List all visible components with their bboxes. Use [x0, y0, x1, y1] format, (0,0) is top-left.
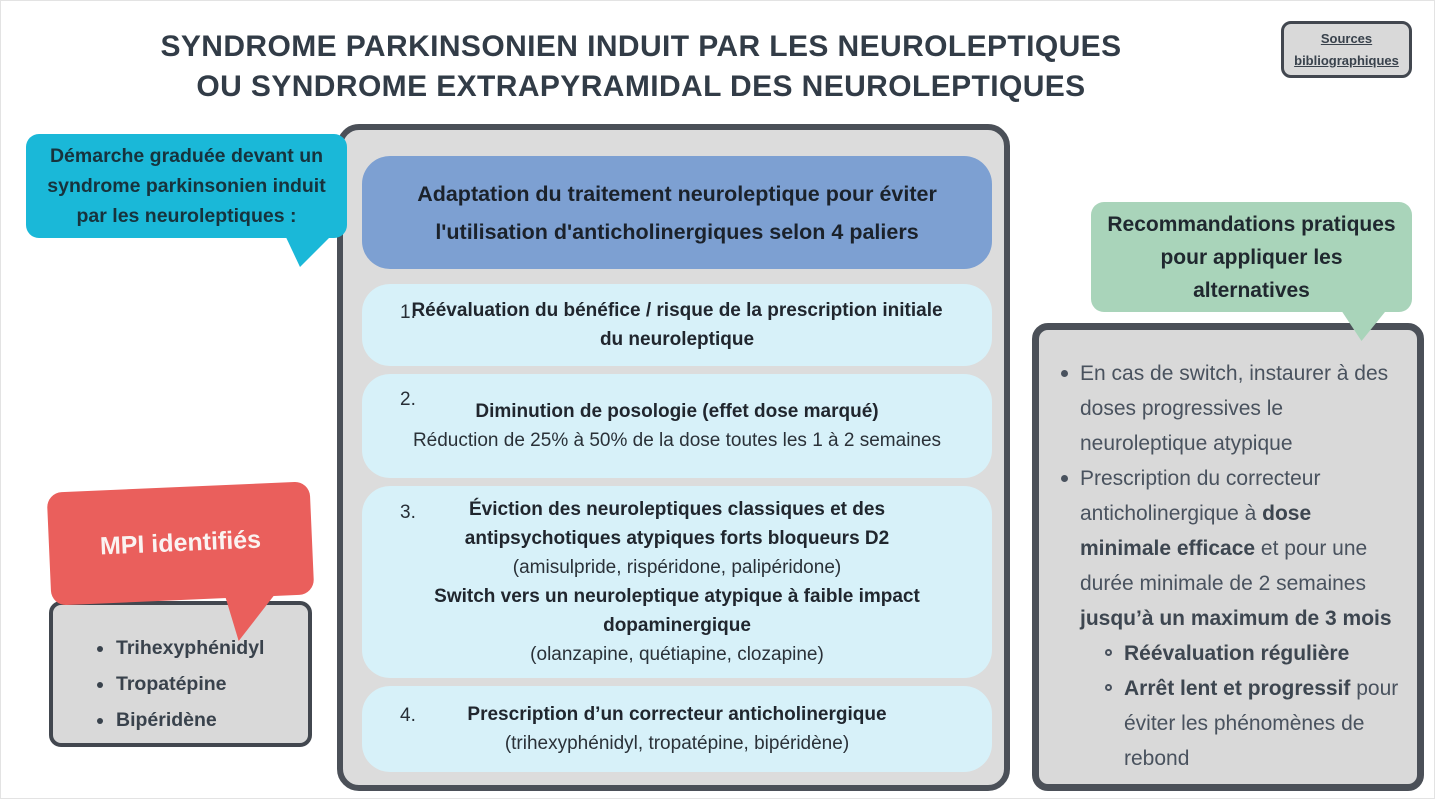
recommendation-sub-item: Réévaluation régulière — [1061, 636, 1403, 671]
recommendation-sub-item-text: Réévaluation régulière — [1124, 642, 1350, 665]
step-2-number: 2. — [400, 389, 416, 410]
step-1-number: 1. — [400, 302, 416, 323]
page-title: SYNDROME PARKINSONIEN INDUIT PAR LES NEU… — [1, 27, 1281, 107]
recommendations-speech-bubble-text: Recommandations pratiques pour appliquer… — [1107, 212, 1396, 302]
mpi-list-item: Tropatépine — [97, 673, 308, 696]
step-2-text: Diminution de posologie (effet dose marq… — [412, 401, 942, 451]
recommendation-item: Prescription du correcteur anticholinerg… — [1061, 461, 1403, 636]
recommendations-speech-bubble: Recommandations pratiques pour appliquer… — [1091, 202, 1412, 341]
mpi-speech-bubble-text: MPI identifiés — [99, 525, 262, 561]
recommendation-sub-item-text: Arrêt lent et progressif pour éviter les… — [1124, 677, 1399, 770]
demarche-speech-bubble: Démarche graduée devant un syndrome park… — [26, 134, 347, 267]
mpi-list-item: Trihexyphénidyl — [97, 637, 308, 660]
mpi-list-item: Bipéridène — [97, 709, 308, 732]
step-1-reevaluation: 1. Réévaluation du bénéfice / risque de … — [362, 284, 992, 366]
step-4-number: 4. — [400, 705, 416, 726]
recommendation-item-text: Prescription du correcteur anticholinerg… — [1080, 467, 1392, 630]
page-title-line1: SYNDROME PARKINSONIEN INDUIT PAR LES NEU… — [160, 30, 1122, 63]
adaptation-panel: Adaptation du traitement neuroleptique p… — [337, 124, 1010, 791]
demarche-bubble-tail — [284, 233, 334, 267]
step-3-number: 3. — [400, 502, 416, 523]
step-1-text: Réévaluation du bénéfice / risque de la … — [411, 300, 943, 350]
recommendation-item-text: En cas de switch, instaurer à des doses … — [1080, 362, 1389, 455]
demarche-speech-bubble-text: Démarche graduée devant un syndrome park… — [47, 145, 326, 227]
adaptation-panel-header: Adaptation du traitement neuroleptique p… — [362, 156, 992, 269]
recommendation-item: En cas de switch, instaurer à des doses … — [1061, 356, 1403, 461]
step-3-text: Éviction des neuroleptiques classiques e… — [434, 499, 920, 665]
bullet-icon — [1061, 370, 1068, 377]
step-2-diminution: 2. Diminution de posologie (effet dose m… — [362, 374, 992, 478]
hollow-bullet-icon — [1105, 684, 1112, 691]
mpi-list-box: Trihexyphénidyl Tropatépine Bipéridène — [49, 601, 312, 747]
bullet-icon — [97, 681, 103, 688]
bullet-icon — [1061, 475, 1068, 482]
hollow-bullet-icon — [1105, 649, 1112, 656]
sources-bibliographiques-button[interactable]: Sources bibliographiques — [1281, 21, 1412, 78]
step-3-eviction: 3. Éviction des neuroleptiques classique… — [362, 486, 992, 678]
step-4-prescription: 4. Prescription d’un correcteur antichol… — [362, 686, 992, 772]
mpi-speech-bubble: MPI identifiés — [46, 481, 315, 606]
bullet-icon — [97, 645, 103, 652]
step-4-text: Prescription d’un correcteur anticholine… — [467, 704, 887, 754]
page-title-line2: OU SYNDROME EXTRAPYRAMIDAL DES NEUROLEPT… — [196, 70, 1086, 103]
bullet-icon — [97, 717, 103, 724]
recommendation-sub-item: Arrêt lent et progressif pour éviter les… — [1061, 671, 1403, 776]
recommendations-box: En cas de switch, instaurer à des doses … — [1032, 323, 1424, 791]
